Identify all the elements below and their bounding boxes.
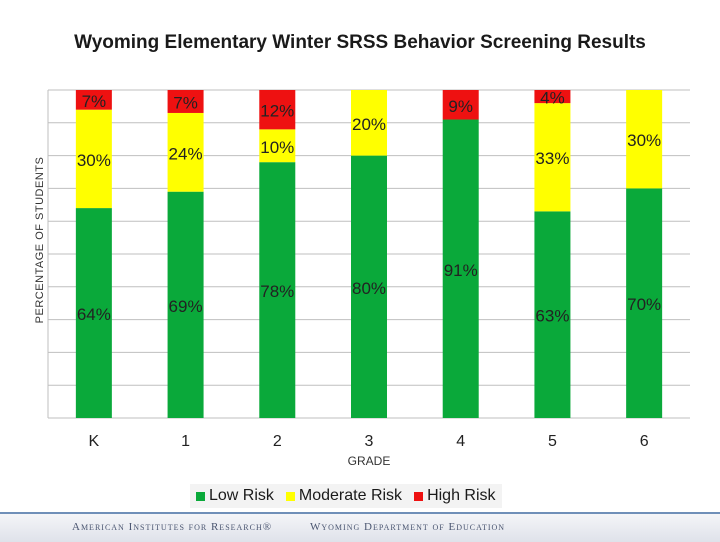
bar-low-2 [259,162,296,418]
bar-moderate-3 [351,90,387,156]
data-label-moderate-3: 20% [352,115,386,134]
footer-bar: American Institutes for Research® Wyomin… [0,512,720,542]
legend-swatch-high [414,491,424,501]
legend-item-moderate: Moderate Risk [285,487,403,505]
x-tick-4: 4 [456,433,465,450]
legend-item-low: Low Risk [196,487,274,505]
bar-high-1 [167,90,204,113]
x-tick-2: 2 [273,433,282,450]
chart-title: Wyoming Elementary Winter SRSS Behavior … [74,32,646,53]
x-tick-labels: K 1 2 3 4 5 6 [89,433,649,450]
data-label-low-1: 69% [169,297,203,316]
data-label-moderate-5: 33% [535,149,569,168]
x-tick-1: 1 [181,433,190,450]
legend-label-moderate: Moderate Risk [298,487,403,504]
bar-low-4 [442,119,479,419]
footer-air-logo-text: American Institutes for Research® [72,521,273,533]
bar-low-1 [167,191,204,418]
stacked-bar-chart: 64%30%7%69%24%7%78%10%12%80%20%91%9%63%3… [34,89,690,468]
bar-low-K [75,208,112,418]
x-tick-6: 6 [640,433,649,450]
footer-wde-logo-text: Wyoming Department of Education [310,521,506,533]
data-label-low-2: 78% [260,282,294,301]
legend-item-high: High Risk [414,487,496,505]
bar-high-2 [259,90,296,130]
data-label-moderate-K: 30% [77,151,111,170]
data-label-high-2: 12% [260,102,294,121]
legend: Low Risk Moderate Risk High Risk [190,484,502,508]
data-label-high-K: 7% [82,92,107,111]
x-tick-K: K [89,433,100,450]
y-axis-label: PERCENTAGE OF STUDENTS [34,157,46,324]
bar-high-4 [442,90,479,120]
legend-swatch-low [196,491,205,501]
x-tick-3: 3 [365,433,374,450]
data-label-low-3: 80% [352,279,386,298]
data-label-low-K: 64% [77,305,111,324]
bars [75,90,663,419]
x-axis-label: GRADE [348,454,391,468]
legend-swatch-moderate [285,491,295,501]
bar-moderate-6 [626,90,663,189]
legend-label-low: Low Risk [209,487,274,504]
data-label-moderate-2: 10% [260,138,294,157]
data-label-moderate-1: 24% [169,144,203,163]
data-label-low-5: 63% [535,307,569,326]
bar-low-3 [351,155,387,418]
bar-moderate-2 [259,129,296,163]
bar-low-5 [534,211,571,418]
bar-low-6 [626,188,663,418]
legend-label-high: High Risk [427,487,496,504]
data-label-moderate-6: 30% [627,131,661,150]
data-label-low-6: 70% [627,295,661,314]
data-label-low-4: 91% [444,261,478,280]
x-tick-5: 5 [548,433,557,450]
bar-high-5 [534,90,571,104]
data-label-high-1: 7% [173,93,198,112]
bar-high-K [75,90,112,110]
data-label-high-4: 9% [448,97,473,116]
data-labels: 64% 30% 7% 69% 24% 7% 78% 10% 12% 80% 20% 91% 9% 63% 3… [77,89,661,326]
bar-moderate-1 [167,112,204,192]
data-label-high-5: 4% [540,89,565,108]
bar-moderate-5 [534,103,571,212]
bar-moderate-K [75,109,112,209]
